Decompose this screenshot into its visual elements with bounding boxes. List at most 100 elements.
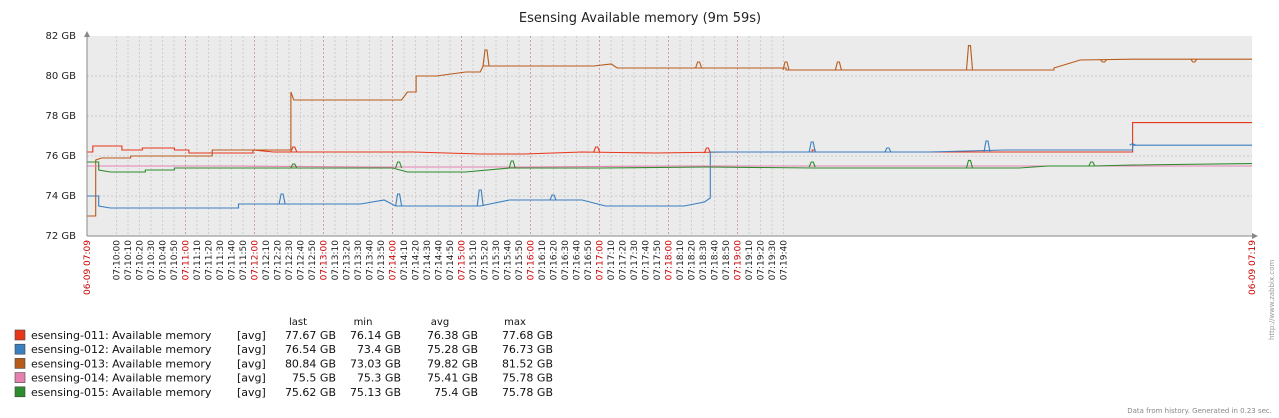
x-tick-label: 07:16:00 [527,240,537,281]
x-tick-label: 07:15:30 [492,240,502,281]
x-tick-label: 07:19:30 [768,240,778,281]
series-spike [1100,59,1107,63]
x-tick-label: 07:14:10 [400,240,410,281]
x-tick-label: 07:14:40 [435,240,445,281]
x-axis-ticks: 06-09 07:09 07:10:00 07:10:10 07:10:20 07:10… [83,240,1258,295]
legend-header-min: min [354,317,373,328]
series-spike [983,140,991,153]
series-spike [508,160,516,169]
y-tick-label: 76 GB [45,151,76,162]
x-tick-label: 07:11:20 [205,240,215,281]
x-axis-arrow [1252,233,1258,239]
x-tick-label: 07:14:00 [389,240,399,281]
series-spike [549,194,557,201]
series-spike [1129,143,1136,146]
x-end-label: 06-09 07:19 [1248,240,1258,295]
legend-func: [avg] [237,386,266,399]
legend-swatch [14,372,26,383]
x-tick-label: 07:14:50 [446,240,456,281]
x-tick-label: 07:13:10 [331,240,341,281]
legend-series-name: esensing-015: Available memory [31,386,212,399]
x-tick-label: 07:19:00 [734,240,744,281]
legend-last: 75.62 GB [285,386,336,399]
series-spike [1190,58,1198,63]
x-tick-label: 07:12:20 [274,240,284,281]
x-tick-label: 07:17:20 [619,240,629,281]
x-tick-label: 07:16:20 [550,240,560,281]
series-spike [808,141,816,153]
series-spike [278,193,286,205]
x-tick-label: 07:13:30 [354,240,364,281]
legend-avg: 75.28 GB [427,343,478,356]
x-tick-label: 07:12:40 [297,240,307,281]
x-tick-label: 07:18:10 [676,240,686,281]
legend-max: 76.73 GB [502,343,553,356]
legend-header-last: last [289,317,307,328]
legend-avg: 79.82 GB [427,357,478,370]
x-tick-label: 07:13:00 [320,240,330,281]
x-tick-label: 07:19:10 [745,240,755,281]
y-tick-label: 82 GB [45,31,76,42]
x-tick-label: 07:18:20 [688,240,698,281]
legend-func: [avg] [237,343,266,356]
side-url: http://www.zabbix.com [1268,260,1276,340]
y-tick-label: 80 GB [45,71,76,82]
x-tick-label: 07:12:50 [308,240,318,281]
legend-func: [avg] [237,329,266,342]
legend-swatch [14,329,26,341]
legend: last min avg max esensing-011: Available mem… [14,317,553,399]
legend-series-name: esensing-012: Available memory [31,343,212,356]
x-tick-label: 07:15:50 [515,240,525,281]
x-tick-label: 07:13:40 [366,240,376,281]
series-line-2 [87,144,1252,209]
y-tick-label: 74 GB [45,191,76,202]
x-tick-label: 07:17:00 [596,240,606,281]
x-tick-label: 07:17:10 [607,240,617,281]
x-tick-label: 07:17:30 [630,240,640,281]
legend-swatch [14,358,26,369]
x-tick-label: 07:10:00 [113,240,123,281]
footnote: Data from history. Generated in 0.23 sec… [1127,407,1272,415]
series-line-5 [87,161,1253,173]
legend-last: 76.54 GB [285,343,336,356]
series-spike [482,49,490,67]
legend-avg: 75.41 GB [427,372,478,385]
legend-series-name: esensing-011: Available memory [31,329,212,342]
x-tick-label: 07:15:10 [469,240,479,281]
x-tick-label: 07:11:00 [182,240,192,281]
legend-header-avg: avg [431,317,449,328]
grid-lines [87,36,1252,236]
x-tick-label: 07:12:30 [285,240,295,281]
x-tick-label: 07:18:40 [711,240,721,281]
x-tick-label: 07:11:40 [228,240,238,281]
x-tick-label: 07:13:20 [343,240,353,281]
legend-max: 77.68 GB [502,329,553,342]
series-spike [395,193,403,207]
x-tick-label: 07:11:10 [193,240,203,281]
x-tick-label: 07:14:20 [412,240,422,281]
legend-avg: 75.4 GB [434,386,478,399]
series-spike [476,189,484,207]
x-tick-label: 07:17:40 [642,240,652,281]
x-tick-label: 07:10:40 [159,240,169,281]
x-tick-label: 07:18:00 [665,240,675,281]
series-spike [808,161,816,168]
series-spike [834,61,842,71]
legend-avg: 76.38 GB [427,329,478,342]
legend-swatch [14,343,26,355]
x-tick-label: 07:13:50 [377,240,387,281]
x-tick-label: 07:16:30 [561,240,571,281]
x-tick-label: 07:19:40 [780,240,790,281]
x-tick-label: 07:10:30 [147,240,157,281]
y-tick-label: 78 GB [45,111,76,122]
x-tick-label: 07:16:10 [538,240,548,281]
legend-min: 75.13 GB [350,386,401,399]
y-axis-arrow [84,31,90,37]
x-tick-label: 07:16:50 [584,240,594,281]
series-spike [965,159,974,169]
legend-series-name: esensing-014: Available memory [31,372,212,385]
x-tick-label: 07:15:00 [458,240,468,281]
legend-max: 75.78 GB [502,372,553,385]
x-tick-label: 07:18:30 [699,240,709,281]
legend-min: 75.3 GB [357,372,401,385]
